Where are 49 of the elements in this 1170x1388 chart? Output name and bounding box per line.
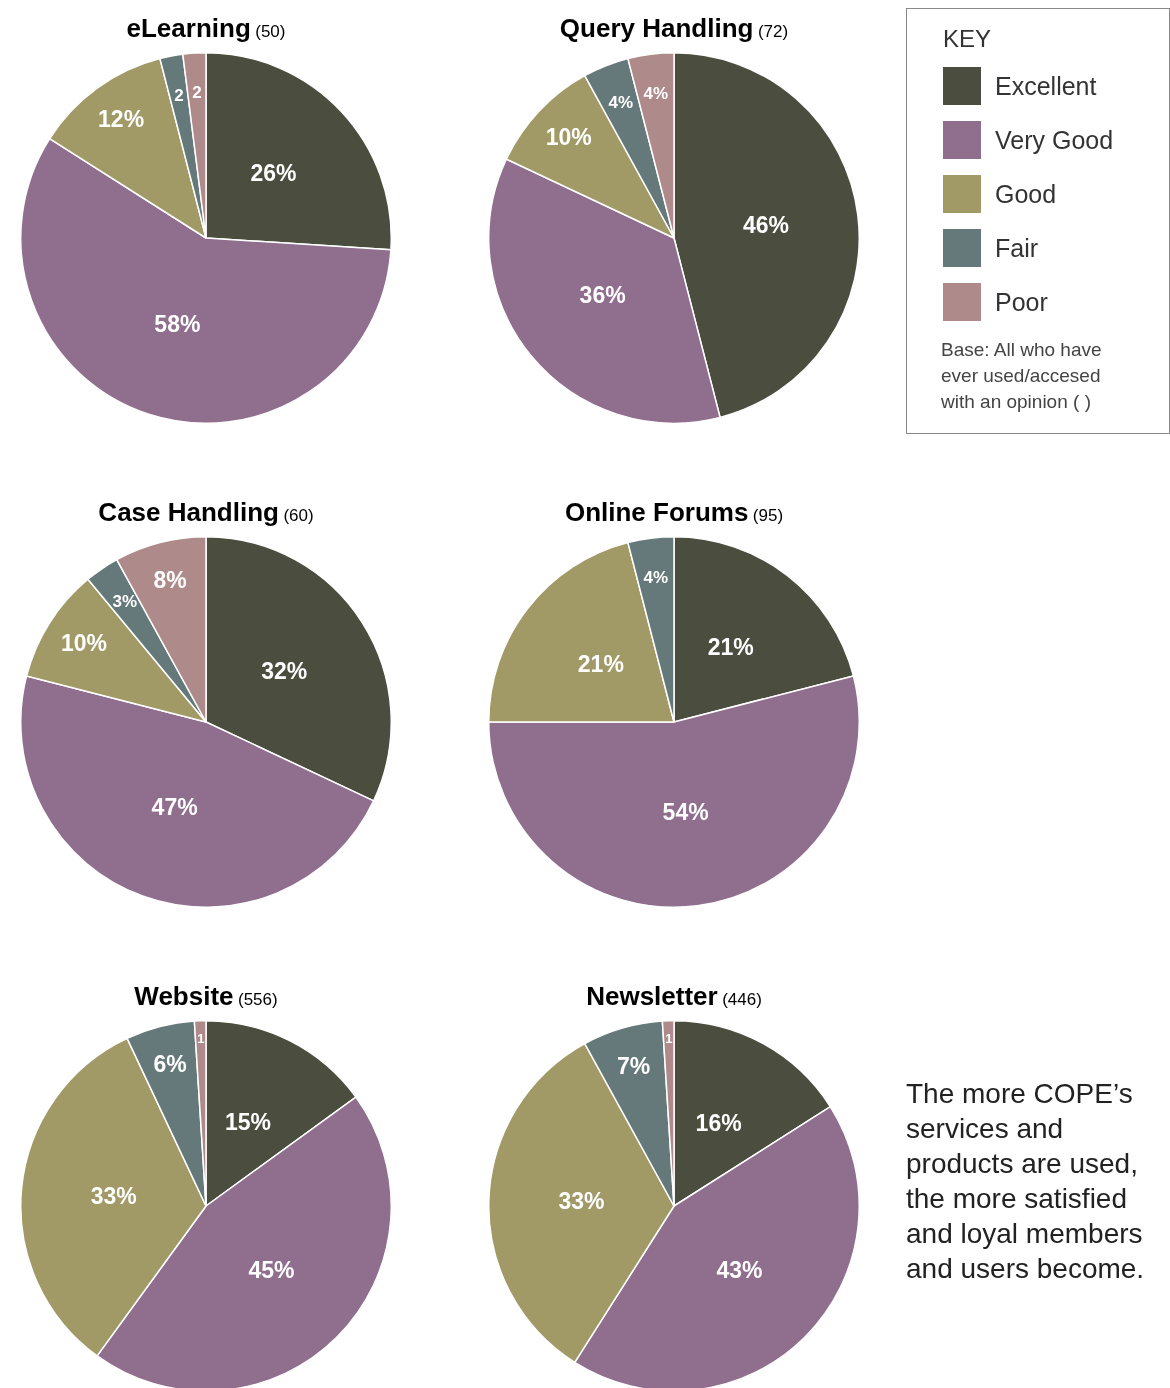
chart-title: Online Forums <box>564 497 749 527</box>
data-label: 21% <box>577 650 624 677</box>
data-label: 47% <box>151 794 198 821</box>
text: The more COPE’s services and products are used, the more satisfied and loyal members and users become. <box>906 1077 1146 1286</box>
data-label: 6% <box>153 1051 187 1078</box>
data-label: 10% <box>545 124 592 151</box>
data-label: 10% <box>60 629 108 656</box>
data-label: 46% <box>742 211 789 238</box>
data-label: 1 <box>197 1030 205 1046</box>
data-label: 16% <box>695 1110 742 1137</box>
data-label: 7% <box>617 1052 651 1079</box>
chart-subtitle: (446) <box>722 990 762 1009</box>
legend-label: Good <box>995 179 1057 209</box>
text: (50) <box>255 22 286 41</box>
chart-title: Case Handling <box>98 497 279 527</box>
data-label: 32% <box>261 657 308 684</box>
chart-title: Website <box>134 981 234 1011</box>
data-label: 2 <box>174 85 184 105</box>
data-label: 1 <box>665 1030 673 1046</box>
data-label: 4% <box>643 84 669 104</box>
data-label: 36% <box>579 282 626 309</box>
data-label: 43% <box>716 1256 763 1283</box>
chart-title: Query Handling <box>559 13 754 43</box>
legend-label: Very Good <box>995 125 1114 155</box>
legend-label: Fair <box>995 233 1039 263</box>
text: Base: All who have ever used/accesed with an opinion ( ) <box>941 338 1103 414</box>
data-label: 33% <box>558 1188 605 1215</box>
legend-label: Excellent <box>995 71 1097 101</box>
chart-subtitle: (60) <box>283 506 314 525</box>
data-label: 54% <box>662 799 709 826</box>
data-label: 58% <box>154 311 201 338</box>
chart-subtitle: (95) <box>752 506 784 525</box>
data-label: 45% <box>248 1256 295 1283</box>
chart-title: eLearning <box>126 13 251 43</box>
legend-label: Poor <box>995 287 1048 317</box>
data-label: 15% <box>225 1108 272 1135</box>
data-label: 3% <box>112 592 138 612</box>
data-label: 4% <box>643 568 669 588</box>
data-label: 4% <box>608 93 634 113</box>
data-label: 33% <box>90 1182 137 1209</box>
data-label: 8% <box>153 567 187 594</box>
data-label: 12% <box>98 106 145 133</box>
chart-title: Newsletter <box>586 981 718 1011</box>
data-label: 2 <box>192 83 202 103</box>
data-label: 21% <box>707 634 754 661</box>
data-label: 26% <box>250 159 297 186</box>
chart-subtitle: (72) <box>757 22 789 41</box>
legend-title: KEY <box>943 25 993 53</box>
chart-subtitle: (556) <box>237 990 278 1009</box>
